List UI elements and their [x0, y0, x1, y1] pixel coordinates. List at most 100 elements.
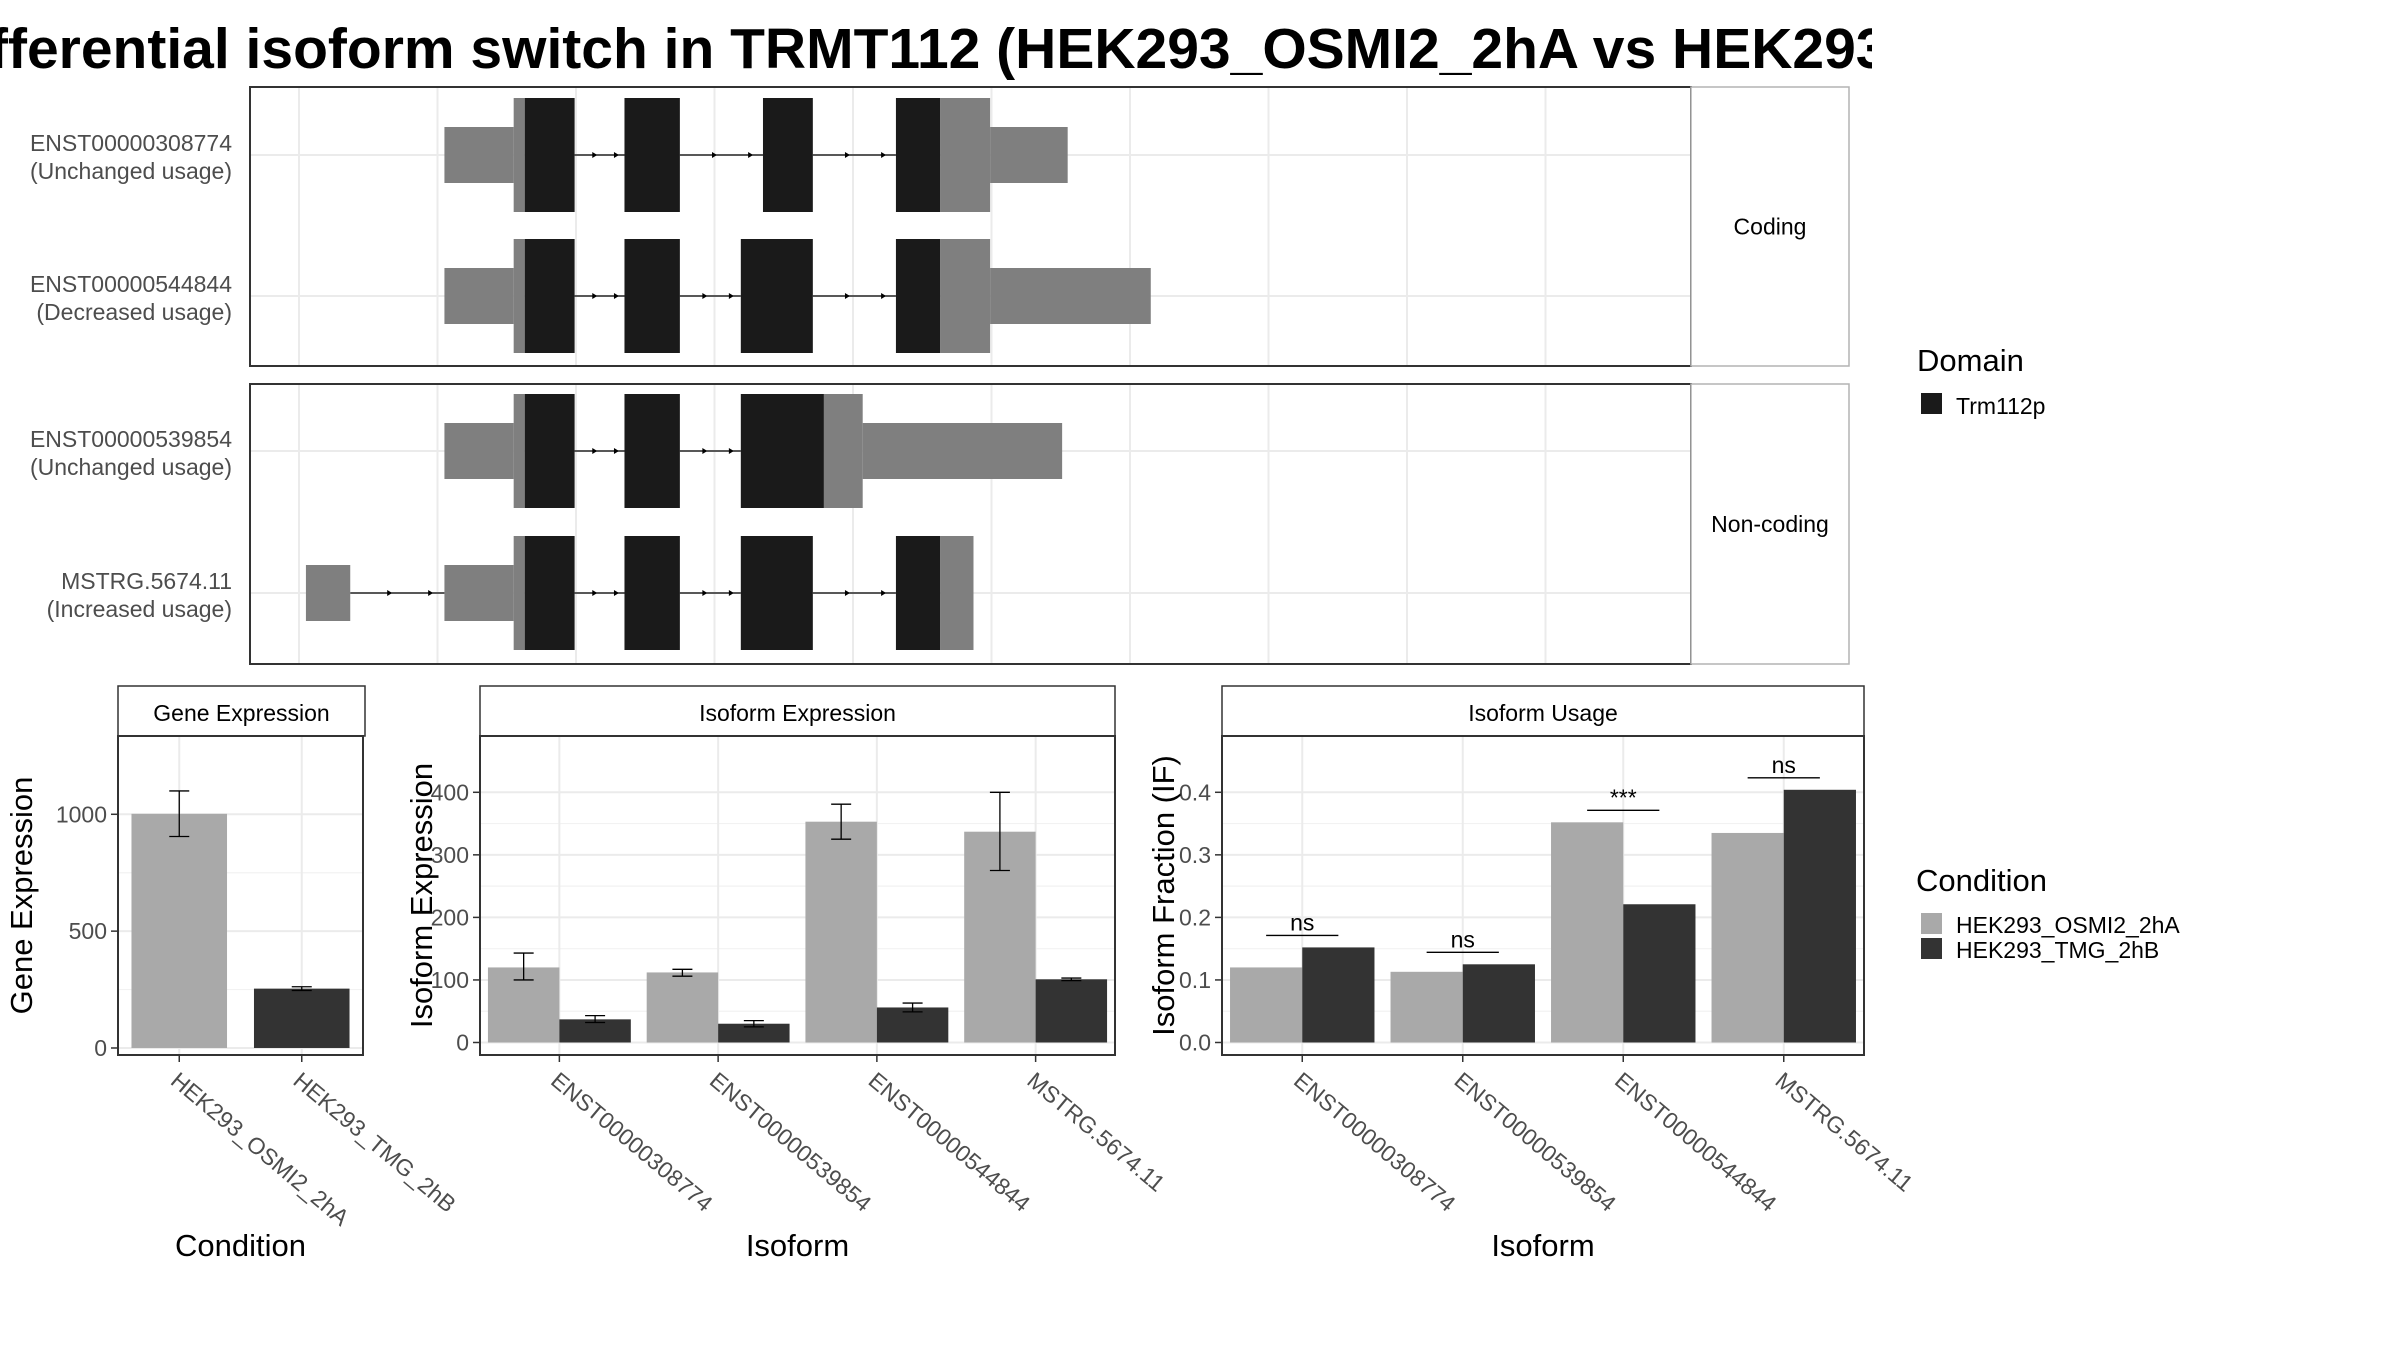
x-tick-label: MSTRG.5674.11: [1022, 1067, 1170, 1197]
exon-utr: [513, 394, 525, 508]
strand-arrow: [844, 293, 850, 299]
panel-border: [117, 735, 364, 1056]
bars-0: [131, 790, 350, 1048]
y-tick-label: 400: [431, 779, 469, 805]
exon-domain: [895, 536, 941, 650]
y-tick-label: 300: [431, 842, 469, 868]
panel-border: [479, 735, 1116, 1056]
panel-strip: [1221, 685, 1865, 737]
significance-label: ns: [1772, 752, 1796, 778]
strand-arrow: [613, 590, 619, 596]
exon-domain: [524, 98, 575, 212]
panel-strip: [117, 685, 366, 737]
exon-utr: [513, 536, 525, 650]
strand-arrow: [613, 152, 619, 158]
bar-panel: Gene Expression05001000HEK293_OSMI2_2hAH…: [4, 685, 461, 1263]
y-tick-label: 0: [94, 1035, 107, 1061]
bar: [1623, 904, 1696, 1043]
significance-label: ns: [1451, 926, 1475, 952]
condition-legend-swatch: [1921, 913, 1942, 934]
y-tick-label: 0.2: [1179, 904, 1211, 930]
strand-arrow: [728, 590, 734, 596]
facet-label: Non-coding: [1711, 511, 1829, 537]
x-tick-label: ENST00000539854: [1450, 1067, 1622, 1217]
isoform-row-usage: (Increased usage): [47, 596, 232, 622]
strand-arrow: [712, 152, 718, 158]
strand-arrow: [592, 448, 598, 454]
bar: [1302, 947, 1375, 1043]
facet-strip: [1690, 86, 1850, 367]
exon-utr: [444, 268, 514, 324]
exon-domain: [624, 98, 680, 212]
bar: [1390, 971, 1463, 1043]
bar: [253, 988, 350, 1048]
bar: [131, 813, 228, 1048]
exon-domain: [624, 394, 680, 508]
exon-domain: [624, 536, 680, 650]
bar: [559, 1019, 631, 1043]
strand-arrow: [748, 152, 754, 158]
x-tick-label: ENST00000308774: [546, 1067, 718, 1217]
y-tick-label: 0.1: [1179, 967, 1211, 993]
x-tick-label: ENST00000544844: [864, 1067, 1036, 1217]
x-tick-label: ENST00000308774: [1289, 1067, 1461, 1217]
x-tick-label: ENST00000544844: [1610, 1067, 1782, 1217]
y-tick-label: 0.0: [1179, 1029, 1211, 1055]
strand-arrow: [592, 293, 598, 299]
condition-legend-label: HEK293_OSMI2_2hA: [1956, 912, 2180, 938]
exon-utr: [823, 394, 863, 508]
exon-utr: [990, 127, 1068, 183]
y-tick-label: 0.3: [1179, 842, 1211, 868]
y-tick-label: 100: [431, 967, 469, 993]
exon-utr: [444, 127, 514, 183]
exon-utr: [862, 423, 1063, 479]
exon-utr: [305, 565, 351, 621]
bar-panel: Isoform Usage ns ns *** ns 0.0 0.1 0.2 0.3 0.4 ENS…: [1146, 685, 1918, 1263]
panel-border: [1221, 735, 1865, 1056]
y-tick-label: 0: [456, 1029, 469, 1055]
bar: [718, 1023, 790, 1043]
significance-label: ***: [1610, 784, 1637, 810]
y-tick-label: 1000: [56, 801, 107, 827]
y-axis-title: Gene Expression: [4, 777, 39, 1015]
bars-1: [487, 791, 1108, 1043]
strand-arrow: [728, 293, 734, 299]
panel-strip: [479, 685, 1116, 737]
exon-utr: [513, 239, 525, 353]
strand-arrow: [592, 590, 598, 596]
strand-arrow: [387, 590, 393, 596]
bar: [805, 821, 877, 1043]
strand-arrow: [881, 152, 887, 158]
x-axis-title: Condition: [175, 1228, 306, 1263]
transcript-row: MSTRG.5674.11(Increased usage): [47, 536, 974, 650]
x-axis-title: Isoform: [746, 1228, 849, 1263]
x-axis-title: Isoform: [1491, 1228, 1594, 1263]
exon-utr: [990, 268, 1151, 324]
bar: [1035, 979, 1108, 1043]
strand-arrow: [844, 590, 850, 596]
exon-domain: [740, 394, 824, 508]
bar: [1230, 967, 1303, 1043]
isoform-row-id: MSTRG.5674.11: [61, 568, 232, 594]
significance-label: ns: [1290, 909, 1314, 935]
isoform-row-id: ENST00000544844: [30, 271, 232, 297]
strand-arrow: [613, 448, 619, 454]
domain-legend-label: Trm112p: [1956, 393, 2045, 419]
strand-arrow: [844, 152, 850, 158]
condition-legend-title: Condition: [1916, 863, 2047, 898]
bar: [876, 1007, 949, 1043]
strand-arrow: [702, 293, 708, 299]
strand-arrow: [613, 293, 619, 299]
transcript-row: ENST00000308774(Unchanged usage): [30, 98, 1068, 212]
bar-panel: Isoform Expression 0 100 200 300 400 ENST00000…: [404, 685, 1170, 1263]
strand-arrow: [702, 590, 708, 596]
strand-arrow: [881, 293, 887, 299]
isoform-row-id: ENST00000308774: [30, 130, 232, 156]
exon-domain: [762, 98, 813, 212]
strand-arrow: [592, 152, 598, 158]
bar: [1711, 832, 1784, 1043]
strand-arrow: [728, 448, 734, 454]
